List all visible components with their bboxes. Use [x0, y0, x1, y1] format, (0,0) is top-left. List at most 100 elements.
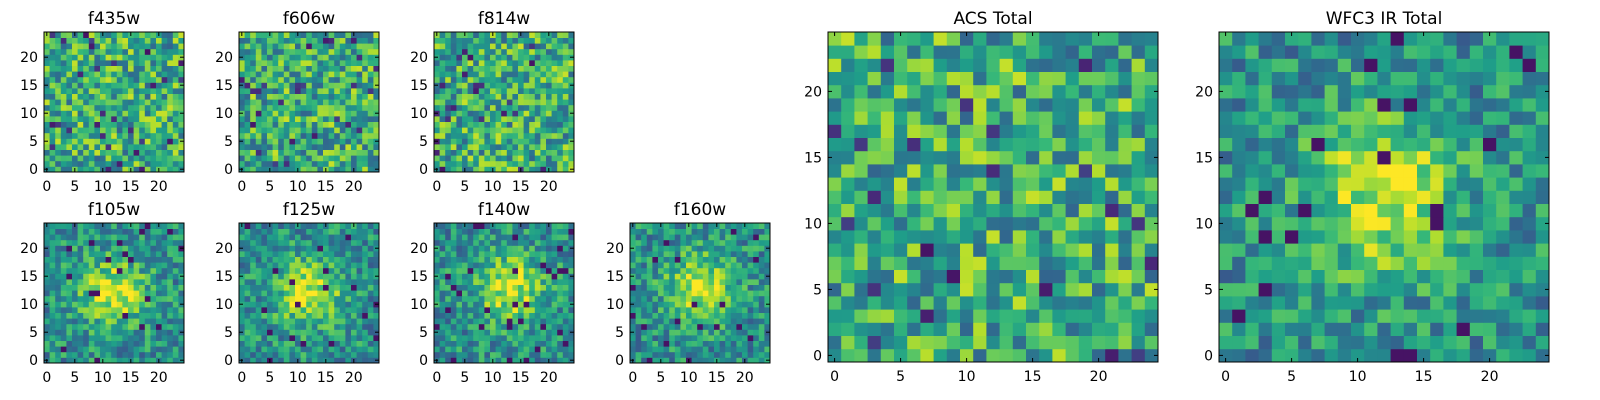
- heatmap-cell: [764, 239, 771, 246]
- heatmap-cell: [439, 166, 446, 173]
- heatmap-cell: [250, 132, 257, 139]
- heatmap-cell: [450, 323, 457, 330]
- heatmap-cell: [172, 144, 179, 150]
- heatmap-cell: [255, 239, 262, 246]
- heatmap-cell: [250, 110, 257, 117]
- heatmap-cell: [518, 88, 524, 94]
- heatmap-cell: [467, 99, 474, 106]
- heatmap-cell: [523, 323, 530, 330]
- heatmap-cell: [356, 110, 363, 117]
- heatmap-cell: [105, 335, 112, 341]
- heatmap-cell: [973, 335, 987, 350]
- heatmap-cell: [450, 256, 457, 263]
- heatmap-cell: [44, 132, 50, 139]
- heatmap-cell: [317, 301, 324, 308]
- heatmap-cell: [551, 160, 558, 167]
- heatmap-cell: [562, 155, 569, 162]
- heatmap-cell: [523, 37, 530, 44]
- heatmap-cell: [946, 216, 961, 231]
- heatmap-cell: [373, 99, 380, 106]
- heatmap-cell: [736, 357, 743, 364]
- heatmap-cell: [529, 166, 536, 173]
- heatmap-cell: [351, 121, 357, 128]
- heatmap-cell: [1118, 309, 1132, 323]
- heatmap-cell: [669, 295, 676, 302]
- heatmap-cell: [478, 121, 485, 128]
- axes-frame: [238, 31, 380, 173]
- heatmap-cell: [506, 335, 513, 341]
- heatmap-cell: [49, 76, 56, 83]
- heatmap-cell: [178, 60, 185, 66]
- heatmap-cell: [373, 323, 380, 330]
- heatmap-cell: [295, 160, 301, 167]
- heatmap-cell: [450, 262, 457, 269]
- heatmap-cell: [328, 88, 335, 94]
- heatmap-cell: [697, 290, 704, 297]
- heatmap-cell: [1039, 309, 1053, 323]
- heatmap-cell: [328, 82, 335, 89]
- heatmap-cell: [105, 346, 112, 353]
- heatmap-cell: [295, 256, 301, 263]
- heatmap-cell: [557, 48, 564, 55]
- heatmap-cell: [328, 312, 335, 319]
- heatmap-cell: [111, 48, 118, 55]
- heatmap-cell: [495, 239, 502, 246]
- heatmap-cell: [128, 43, 134, 50]
- heatmap-cell: [295, 295, 301, 302]
- heatmap-cell: [523, 166, 530, 173]
- heatmap-cell: [72, 155, 78, 162]
- heatmap-cell: [1012, 322, 1027, 336]
- heatmap-cell: [490, 99, 496, 106]
- heatmap-cell: [523, 43, 530, 50]
- heatmap-cell: [1131, 230, 1146, 244]
- heatmap-cell: [714, 239, 720, 246]
- heatmap-cell: [362, 127, 369, 134]
- heatmap-cell: [122, 284, 129, 291]
- heatmap-cell: [557, 149, 564, 156]
- heatmap-cell: [356, 312, 363, 319]
- heatmap-cell: [546, 335, 552, 341]
- heatmap-cell: [462, 71, 468, 78]
- heatmap-cell: [144, 239, 151, 246]
- heatmap-cell: [283, 104, 290, 111]
- heatmap-cell: [529, 295, 536, 302]
- heatmap-cell: [434, 239, 440, 246]
- heatmap-cell: [907, 322, 921, 336]
- heatmap-cell: [551, 127, 558, 134]
- heatmap-cell: [1052, 164, 1066, 178]
- heatmap-cell: [156, 290, 162, 297]
- heatmap-cell: [49, 307, 56, 313]
- heatmap-cell: [306, 267, 313, 274]
- heatmap-cell: [1092, 243, 1106, 257]
- heatmap-cell: [880, 296, 895, 310]
- heatmap-cell: [278, 329, 285, 336]
- heatmap-cell: [261, 318, 268, 325]
- heatmap-cell: [473, 127, 480, 134]
- heatmap-cell: [920, 269, 934, 284]
- heatmap-cell: [506, 346, 513, 353]
- heatmap-cell: [323, 104, 329, 111]
- heatmap-cell: [244, 43, 251, 50]
- heatmap-cell: [473, 267, 480, 274]
- heatmap-cell: [1039, 203, 1053, 218]
- heatmap-cell: [295, 116, 301, 122]
- heatmap-cell: [150, 351, 157, 358]
- heatmap-cell: [658, 295, 664, 302]
- heatmap-cell: [116, 279, 123, 285]
- heatmap-cell: [462, 121, 468, 128]
- heatmap-cell: [261, 256, 268, 263]
- heatmap-cell: [367, 335, 374, 341]
- heatmap-cell: [495, 245, 502, 252]
- heatmap-cell: [323, 340, 329, 347]
- heatmap-cell: [1026, 243, 1040, 257]
- heatmap-cell: [495, 301, 502, 308]
- heatmap-cell: [116, 65, 123, 72]
- heatmap-cell: [250, 54, 257, 61]
- heatmap-cell: [747, 234, 754, 241]
- heatmap-cell: [1012, 230, 1027, 244]
- heatmap-cell: [311, 290, 318, 297]
- heatmap-cell: [44, 149, 50, 156]
- heatmap-cell: [445, 340, 452, 347]
- heatmap-cell: [828, 282, 842, 297]
- heatmap-cell: [66, 307, 73, 313]
